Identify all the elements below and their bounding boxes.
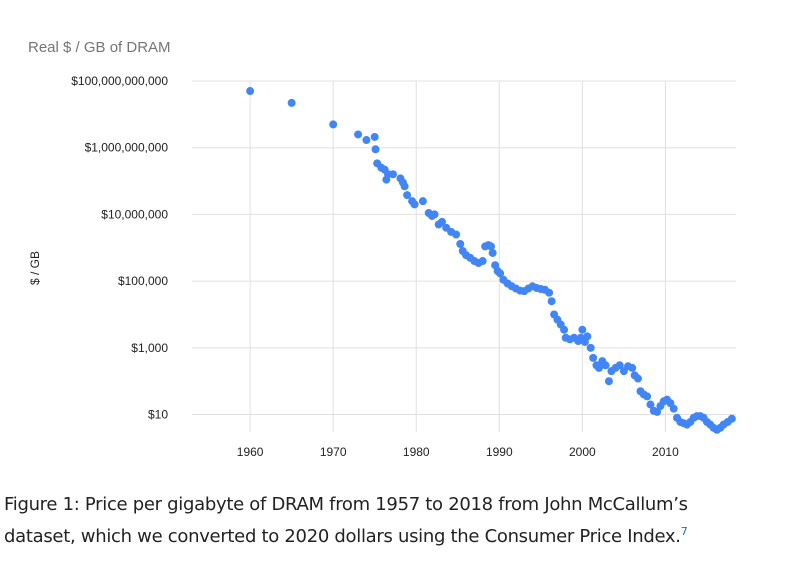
y-tick-label: $1,000,000,000 (85, 141, 169, 155)
data-point (388, 170, 397, 179)
data-point (589, 353, 598, 362)
data-point (545, 288, 554, 297)
y-tick-label: $100,000,000,000 (71, 74, 168, 88)
data-point (578, 325, 587, 334)
caption-line-2: dataset, which we converted to 2020 doll… (4, 521, 804, 553)
data-point (586, 343, 595, 352)
x-tick-label: 1970 (320, 445, 347, 459)
x-tick-label: 1960 (237, 445, 264, 459)
x-tick-label: 2000 (569, 445, 596, 459)
data-point (362, 136, 371, 145)
data-point (547, 297, 556, 306)
data-point (329, 120, 338, 129)
data-point (583, 332, 592, 341)
caption-line-1: Figure 1: Price per gigabyte of DRAM fro… (4, 494, 688, 515)
x-tick-label: 1980 (403, 445, 430, 459)
data-point (371, 145, 380, 154)
data-point (370, 132, 379, 141)
y-tick-label: $100,000 (118, 274, 168, 288)
data-point (560, 325, 569, 334)
data-point (594, 363, 603, 372)
data-point (496, 269, 505, 278)
data-point (287, 98, 296, 107)
footnote-link[interactable]: 7 (680, 525, 688, 538)
data-point (653, 407, 662, 416)
data-point (400, 182, 409, 191)
x-tick-label: 2010 (652, 445, 679, 459)
data-point (403, 191, 412, 200)
data-point (601, 361, 610, 370)
data-point (643, 392, 652, 401)
data-point (437, 217, 446, 226)
data-point (615, 361, 624, 370)
data-point (478, 257, 487, 266)
chart-plot: $10 $1,000 $100,000 $10,000,000 $1,000,000,0… (71, 74, 736, 459)
y-tick-label: $10 (148, 408, 168, 422)
caption-line-2-text: dataset, which we converted to 2020 doll… (4, 526, 681, 547)
data-point (669, 404, 678, 413)
data-point (727, 414, 736, 423)
data-point (354, 130, 363, 139)
data-point (418, 197, 427, 206)
data-point (604, 377, 613, 386)
chart-title: Real $ / GB of DRAM (28, 39, 171, 56)
data-point (486, 242, 495, 251)
data-point (456, 239, 465, 248)
data-point (430, 210, 439, 219)
data-point (246, 87, 255, 96)
chart: Real $ / GB of DRAM $ / GB $10 $1,000 $100… (28, 39, 736, 459)
y-tick-label: $1,000 (131, 341, 168, 355)
data-point (633, 374, 642, 383)
data-point (646, 400, 655, 409)
data-point (452, 230, 461, 239)
y-tick-label: $10,000,000 (101, 207, 168, 221)
data-point (628, 363, 637, 372)
data-point (410, 200, 419, 209)
x-tick-label: 1990 (486, 445, 513, 459)
data-point (488, 248, 497, 257)
figure-caption: Figure 1: Price per gigabyte of DRAM fro… (4, 489, 804, 553)
